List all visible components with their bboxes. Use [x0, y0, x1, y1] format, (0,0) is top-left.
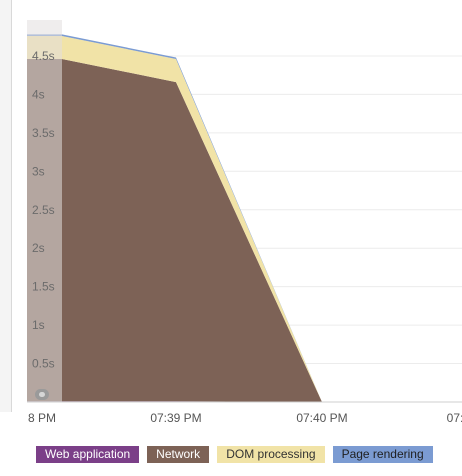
y-tick-label: 3s — [32, 164, 45, 178]
selection-shade — [27, 20, 62, 402]
series-area-network[interactable] — [27, 59, 322, 402]
toggle-icon[interactable] — [35, 389, 49, 400]
legend-item-web-application[interactable]: Web application — [36, 446, 140, 463]
legend-item-page-rendering[interactable]: Page rendering — [332, 446, 433, 463]
series-areas — [27, 34, 322, 402]
y-tick-label: 0.5s — [32, 357, 55, 371]
left-panel-edge — [0, 0, 12, 412]
y-axis-ticks: 0.5s 1s 1.5s 2s 2.5s 3s 3.5s 4s 4.5s — [32, 49, 55, 371]
y-tick-label: 1s — [32, 318, 45, 332]
x-axis-ticks: 8 PM 07:39 PM 07:40 PM 07: — [28, 411, 462, 425]
legend-item-network[interactable]: Network — [147, 446, 210, 463]
x-tick-label: 07:40 PM — [296, 411, 347, 425]
area-chart: 0.5s 1s 1.5s 2s 2.5s 3s 3.5s 4s 4.5s 8 PM 07:39 P… — [27, 20, 462, 425]
y-tick-label: 3.5s — [32, 126, 55, 140]
y-tick-label: 4s — [32, 87, 45, 101]
y-tick-label: 4.5s — [32, 49, 55, 63]
x-tick-label: 07: — [447, 411, 462, 425]
y-tick-label: 2s — [32, 241, 45, 255]
x-tick-label: 07:39 PM — [150, 411, 201, 425]
x-tick-label: 8 PM — [28, 411, 56, 425]
chart-legend: Web application Network DOM processing Page… — [36, 446, 433, 463]
legend-item-dom-processing[interactable]: DOM processing — [217, 446, 325, 463]
y-tick-label: 2.5s — [32, 203, 55, 217]
y-tick-label: 1.5s — [32, 280, 55, 294]
